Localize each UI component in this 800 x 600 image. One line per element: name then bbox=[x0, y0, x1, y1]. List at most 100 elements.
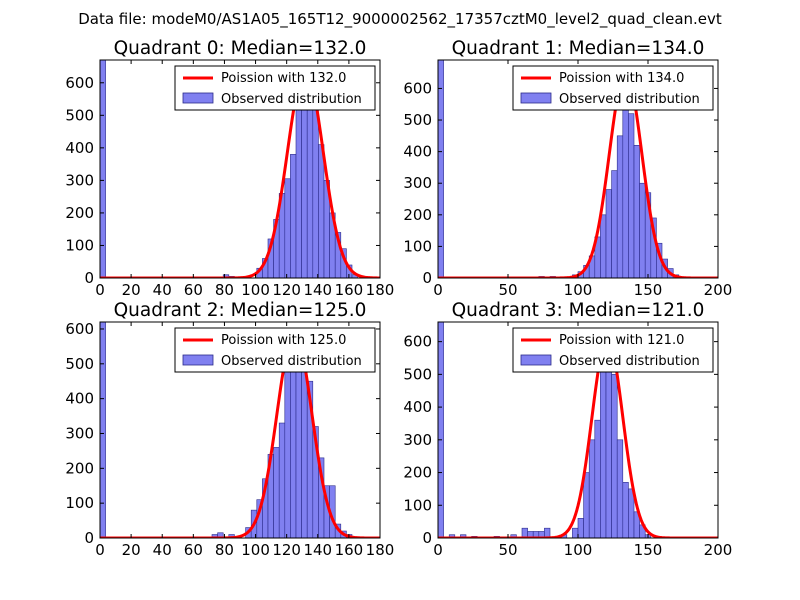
x-tick-label: 0 bbox=[433, 541, 443, 559]
histogram-bar bbox=[295, 356, 302, 538]
y-tick-label: 400 bbox=[65, 390, 94, 408]
x-tick-label: 120 bbox=[272, 541, 301, 559]
histogram-bar bbox=[600, 367, 607, 538]
y-tick-label: 200 bbox=[65, 204, 94, 222]
y-tick-label: 0 bbox=[422, 269, 432, 287]
y-tick-label: 100 bbox=[403, 496, 432, 514]
y-tick-label: 100 bbox=[65, 236, 94, 254]
legend-line-label: Poission with 134.0 bbox=[559, 71, 684, 86]
histogram-bar bbox=[100, 322, 106, 538]
legend-line-label: Poission with 125.0 bbox=[221, 333, 346, 348]
y-tick-label: 100 bbox=[403, 237, 432, 255]
histogram-bar bbox=[611, 374, 618, 538]
y-tick-label: 200 bbox=[65, 459, 94, 477]
x-tick-label: 150 bbox=[634, 281, 663, 299]
y-tick-label: 100 bbox=[65, 494, 94, 512]
axes-frame bbox=[99, 59, 381, 279]
legend-line-label: Poission with 132.0 bbox=[221, 71, 346, 86]
y-tick-label: 400 bbox=[403, 398, 432, 416]
x-tick-label: 140 bbox=[303, 541, 332, 559]
x-tick-label: 200 bbox=[704, 281, 733, 299]
x-tick-label: 60 bbox=[184, 541, 203, 559]
histogram-bar bbox=[438, 60, 444, 278]
legend-bar-swatch bbox=[520, 92, 552, 104]
x-tick-label: 50 bbox=[498, 541, 517, 559]
y-tick-label: 500 bbox=[403, 111, 432, 129]
x-tick-label: 80 bbox=[215, 281, 234, 299]
panel-title: Quadrant 3: Median=121.0 bbox=[452, 300, 705, 321]
legend: Poission with 132.0 Observed distribution bbox=[174, 65, 376, 111]
histogram-bar bbox=[318, 144, 325, 278]
legend-line-label: Poission with 121.0 bbox=[559, 333, 684, 348]
y-tick-label: 500 bbox=[403, 365, 432, 383]
histogram-bar bbox=[544, 527, 551, 538]
legend-bar-swatch bbox=[182, 354, 214, 366]
histogram-bar bbox=[583, 472, 590, 538]
histogram-bar bbox=[605, 189, 612, 278]
histogram-bar bbox=[510, 534, 517, 538]
x-tick-label: 40 bbox=[153, 541, 172, 559]
x-tick-label: 100 bbox=[241, 281, 270, 299]
x-tick-label: 0 bbox=[433, 281, 443, 299]
histogram-bar bbox=[611, 170, 618, 278]
x-tick-label: 150 bbox=[634, 541, 663, 559]
legend-bar-swatch bbox=[520, 354, 552, 366]
y-tick-label: 0 bbox=[84, 269, 94, 287]
x-tick-label: 120 bbox=[272, 281, 301, 299]
x-tick-label: 160 bbox=[335, 541, 364, 559]
histogram-bar bbox=[273, 447, 280, 538]
x-tick-label: 200 bbox=[704, 541, 733, 559]
legend-bar-swatch bbox=[182, 92, 214, 104]
x-tick-label: 20 bbox=[122, 281, 141, 299]
x-tick-label: 180 bbox=[366, 281, 395, 299]
poisson-curve bbox=[100, 331, 380, 538]
histogram-bar bbox=[594, 419, 601, 538]
x-tick-label: 0 bbox=[95, 541, 105, 559]
panel-quadrant-3: Quadrant 3: Median=121.0 0 50 100 150 200 0 100… bbox=[403, 300, 732, 559]
x-tick-label: 80 bbox=[215, 541, 234, 559]
legend-bar-label: Observed distribution bbox=[221, 354, 362, 369]
histogram-bar bbox=[448, 534, 456, 538]
y-tick-label: 300 bbox=[403, 174, 432, 192]
y-tick-label: 600 bbox=[403, 79, 432, 97]
x-tick-label: 160 bbox=[335, 281, 364, 299]
y-tick-label: 200 bbox=[403, 464, 432, 482]
panel-title: Quadrant 1: Median=134.0 bbox=[452, 38, 705, 59]
legend-bar-label: Observed distribution bbox=[221, 92, 362, 107]
y-tick-label: 600 bbox=[65, 74, 94, 92]
y-tick-label: 200 bbox=[403, 206, 432, 224]
y-tick-label: 300 bbox=[65, 171, 94, 189]
x-tick-label: 100 bbox=[564, 541, 593, 559]
legend-bar-label: Observed distribution bbox=[559, 354, 700, 369]
histogram-bar bbox=[306, 92, 314, 278]
y-tick-label: 300 bbox=[403, 431, 432, 449]
x-tick-label: 100 bbox=[241, 541, 270, 559]
histogram-bar bbox=[588, 439, 596, 538]
histogram-bar bbox=[284, 178, 291, 278]
histogram-bar bbox=[600, 214, 607, 278]
legend: Poission with 134.0 Observed distribution bbox=[512, 65, 714, 111]
histogram-bar bbox=[633, 145, 640, 278]
y-tick-label: 600 bbox=[403, 333, 432, 351]
y-tick-label: 500 bbox=[65, 355, 94, 373]
axes-frame bbox=[99, 321, 381, 539]
panel-title: Quadrant 2: Median=125.0 bbox=[114, 300, 367, 321]
histogram-bar bbox=[301, 366, 308, 538]
histogram-bar bbox=[438, 322, 444, 538]
histogram-bar bbox=[622, 482, 629, 538]
x-tick-label: 100 bbox=[564, 281, 593, 299]
y-tick-label: 0 bbox=[422, 529, 432, 547]
histogram-bar bbox=[616, 135, 624, 278]
histogram-bar bbox=[278, 422, 286, 538]
x-tick-label: 180 bbox=[366, 541, 395, 559]
x-tick-label: 50 bbox=[498, 281, 517, 299]
legend: Poission with 125.0 Observed distribution bbox=[174, 327, 376, 373]
histogram-bar bbox=[616, 439, 624, 538]
histogram-bar bbox=[100, 60, 106, 278]
histogram-bar bbox=[572, 527, 579, 538]
histogram-bar bbox=[628, 113, 635, 278]
panel-quadrant-2: Quadrant 2: Median=125.00 20 40 60 80 100 120 1… bbox=[65, 300, 394, 559]
panel-quadrant-0: Quadrant 0: Median=132.00 20 40 60 80 100 120 1… bbox=[65, 38, 394, 299]
panel-title: Quadrant 0: Median=132.0 bbox=[114, 38, 367, 59]
